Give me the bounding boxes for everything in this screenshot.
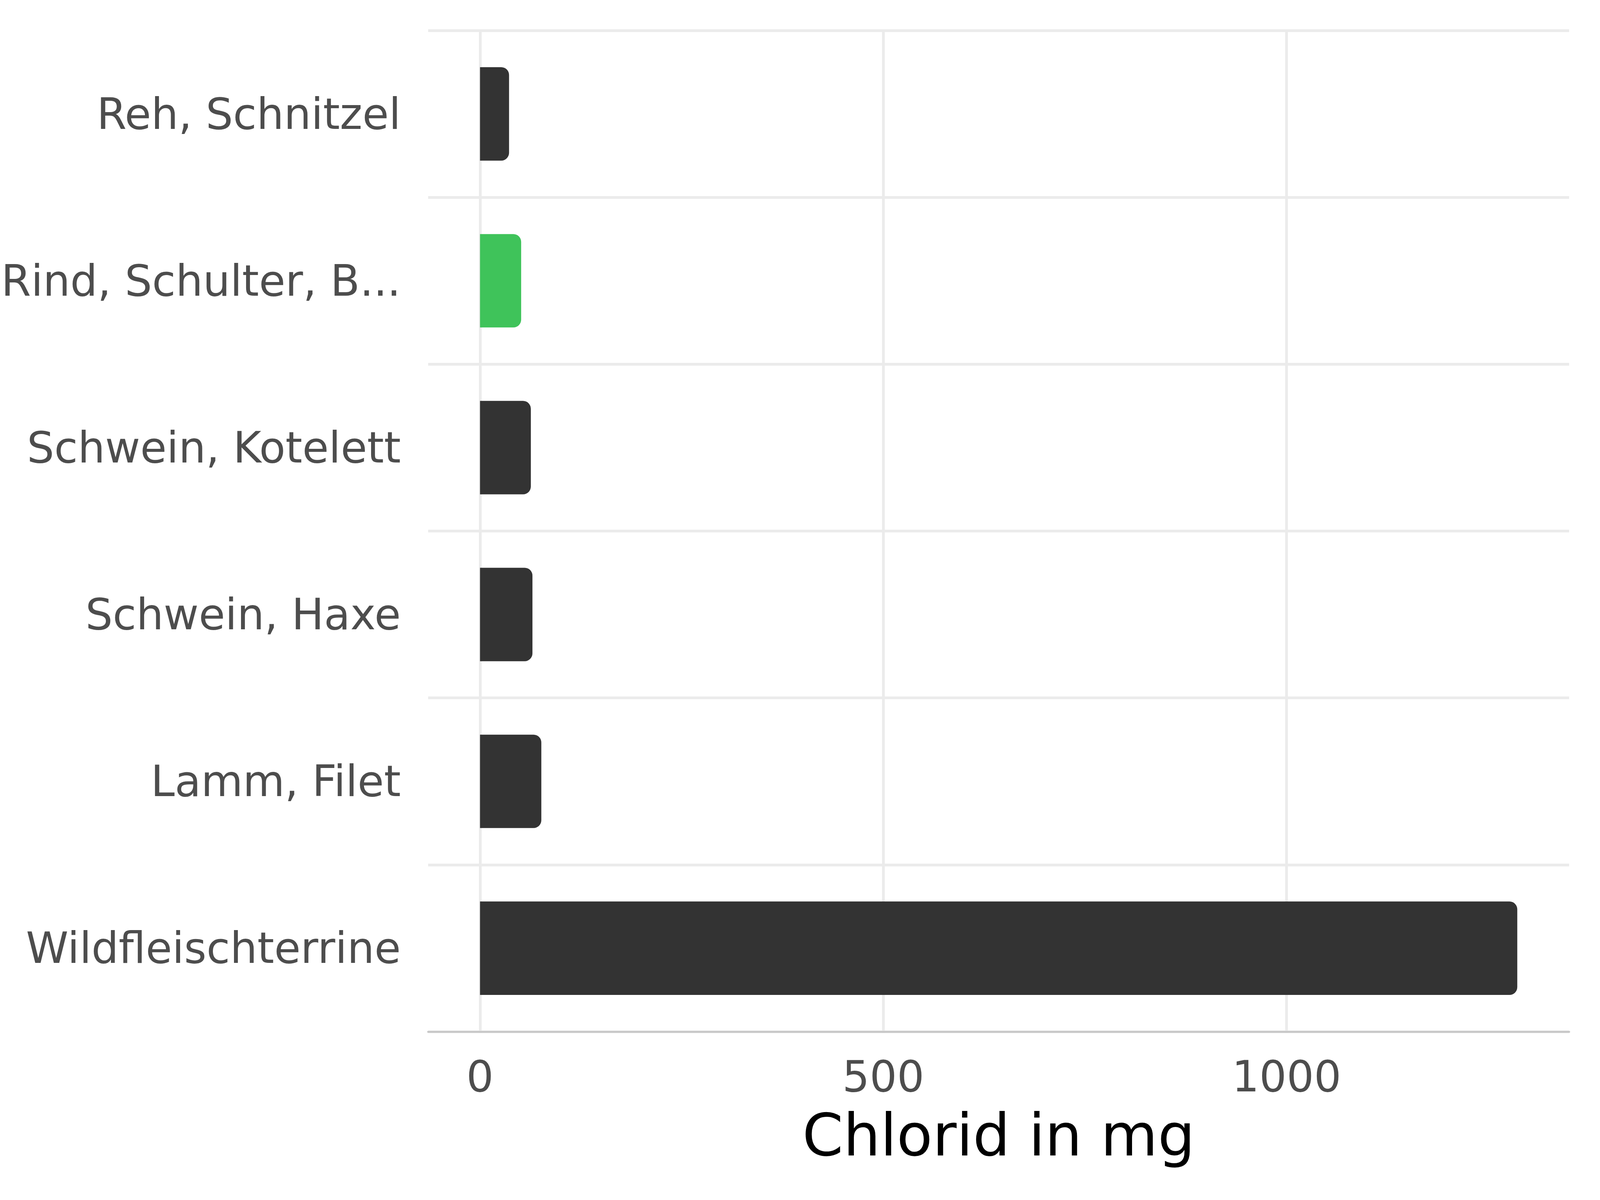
svg-text:Schwein, Haxe: Schwein, Haxe <box>85 589 401 640</box>
svg-text:Chlorid in mg: Chlorid in mg <box>802 1101 1195 1170</box>
svg-text:Lamm, Filet: Lamm, Filet <box>150 756 401 807</box>
svg-text:Reh, Schnitzel: Reh, Schnitzel <box>96 89 401 140</box>
svg-text:1000: 1000 <box>1232 1051 1342 1102</box>
svg-text:500: 500 <box>842 1051 925 1102</box>
svg-text:0: 0 <box>466 1051 494 1102</box>
svg-text:Wildfleischterrine: Wildfleischterrine <box>25 923 401 974</box>
svg-text:Rind, Schulter, B...: Rind, Schulter, B... <box>1 255 401 306</box>
svg-text:Schwein, Kotelett: Schwein, Kotelett <box>26 422 401 473</box>
